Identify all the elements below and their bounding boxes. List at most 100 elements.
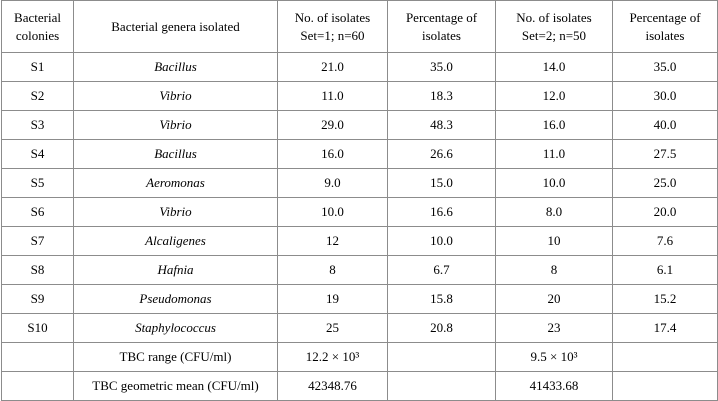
footer-label: TBC geometric mean (CFU/ml): [73, 371, 278, 401]
data-cell: S1: [1, 52, 74, 82]
data-cell: 9.0: [277, 168, 388, 198]
header-line: No. of isolates: [516, 9, 592, 25]
empty-cell: [387, 371, 496, 401]
data-row: S6 Vibrio 10.0 16.6 8.0 20.0: [1, 197, 718, 227]
data-cell: 14.0: [495, 52, 613, 82]
empty-cell: [1, 342, 74, 372]
data-row: S1 Bacillus 21.0 35.0 14.0 35.0: [1, 52, 718, 82]
empty-cell: [1, 371, 74, 401]
genus-cell: Hafnia: [73, 255, 278, 285]
data-cell: 23: [495, 313, 613, 343]
data-cell: 16.0: [277, 139, 388, 169]
data-cell: 40.0: [612, 110, 718, 140]
header-line: Bacterial genera isolated: [111, 18, 240, 34]
genus-cell: Vibrio: [73, 81, 278, 111]
data-cell: 15.2: [612, 284, 718, 314]
genus-cell: Vibrio: [73, 197, 278, 227]
genus-cell: Bacillus: [73, 139, 278, 169]
header-line: isolates: [645, 27, 685, 43]
data-row: S10 Staphylococcus 25 20.8 23 17.4: [1, 313, 718, 343]
data-cell: S4: [1, 139, 74, 169]
footer-value: 12.2 × 10³: [277, 342, 388, 372]
header-line: isolates: [422, 27, 461, 43]
header-cell: No. of isolates Set=2; n=50: [495, 0, 613, 53]
data-cell: 10.0: [387, 226, 496, 256]
data-cell: S2: [1, 81, 74, 111]
data-cell: 48.3: [387, 110, 496, 140]
data-cell: 26.6: [387, 139, 496, 169]
data-cell: 8: [277, 255, 388, 285]
data-cell: 21.0: [277, 52, 388, 82]
header-line: Percentage of: [629, 9, 701, 25]
data-cell: 15.0: [387, 168, 496, 198]
header-cell: No. of isolates Set=1; n=60: [277, 0, 388, 53]
empty-cell: [612, 342, 718, 372]
header-line: Set=2; n=50: [521, 27, 587, 43]
genus-cell: Bacillus: [73, 52, 278, 82]
data-cell: 25.0: [612, 168, 718, 198]
data-cell: 35.0: [612, 52, 718, 82]
data-cell: 16.6: [387, 197, 496, 227]
data-cell: 16.0: [495, 110, 613, 140]
header-cell: Percentage of isolates: [387, 0, 496, 53]
data-cell: 20.0: [612, 197, 718, 227]
genus-cell: Alcaligenes: [73, 226, 278, 256]
data-row: S5 Aeromonas 9.0 15.0 10.0 25.0: [1, 168, 718, 198]
header-line: colonies: [15, 27, 60, 43]
data-cell: S7: [1, 226, 74, 256]
footer-label: TBC range (CFU/ml): [73, 342, 278, 372]
data-cell: 19: [277, 284, 388, 314]
genus-cell: Staphylococcus: [73, 313, 278, 343]
data-cell: S8: [1, 255, 74, 285]
footer-row: TBC range (CFU/ml) 12.2 × 10³ 9.5 × 10³: [1, 342, 718, 372]
header-cell: Bacterial colonies: [1, 0, 74, 53]
data-cell: S10: [1, 313, 74, 343]
header-line: Bacterial: [14, 9, 61, 25]
data-row: S4 Bacillus 16.0 26.6 11.0 27.5: [1, 139, 718, 169]
genus-cell: Vibrio: [73, 110, 278, 140]
data-row: S9 Pseudomonas 19 15.8 20 15.2: [1, 284, 718, 314]
footer-value: 42348.76: [277, 371, 388, 401]
data-cell: 12: [277, 226, 388, 256]
data-cell: S6: [1, 197, 74, 227]
data-cell: 17.4: [612, 313, 718, 343]
data-cell: 35.0: [387, 52, 496, 82]
data-row: S8 Hafnia 8 6.7 8 6.1: [1, 255, 718, 285]
data-cell: 10.0: [277, 197, 388, 227]
data-cell: 10.0: [495, 168, 613, 198]
data-cell: 15.8: [387, 284, 496, 314]
data-cell: 11.0: [495, 139, 613, 169]
data-cell: 8: [495, 255, 613, 285]
data-cell: 25: [277, 313, 388, 343]
footer-value: 9.5 × 10³: [495, 342, 613, 372]
data-row: S2 Vibrio 11.0 18.3 12.0 30.0: [1, 81, 718, 111]
data-cell: S5: [1, 168, 74, 198]
header-line: Percentage of: [405, 9, 478, 25]
footer-value: 41433.68: [495, 371, 613, 401]
data-cell: 11.0: [277, 81, 388, 111]
data-cell: S3: [1, 110, 74, 140]
data-row: S7 Alcaligenes 12 10.0 10 7.6: [1, 226, 718, 256]
data-cell: S9: [1, 284, 74, 314]
genus-cell: Aeromonas: [73, 168, 278, 198]
data-cell: 20: [495, 284, 613, 314]
data-cell: 29.0: [277, 110, 388, 140]
header-cell: Bacterial genera isolated: [73, 0, 278, 53]
data-row: S3 Vibrio 29.0 48.3 16.0 40.0: [1, 110, 718, 140]
data-cell: 8.0: [495, 197, 613, 227]
data-cell: 18.3: [387, 81, 496, 111]
header-row: Bacterial colonies Bacterial genera isolat…: [1, 0, 718, 53]
data-cell: 30.0: [612, 81, 718, 111]
data-cell: 12.0: [495, 81, 613, 111]
genus-cell: Pseudomonas: [73, 284, 278, 314]
header-line: No. of isolates: [294, 9, 371, 25]
data-cell: 7.6: [612, 226, 718, 256]
data-cell: 27.5: [612, 139, 718, 169]
header-cell: Percentage of isolates: [612, 0, 718, 53]
data-cell: 6.1: [612, 255, 718, 285]
data-cell: 20.8: [387, 313, 496, 343]
header-line: Set=1; n=60: [300, 27, 365, 43]
empty-cell: [612, 371, 718, 401]
